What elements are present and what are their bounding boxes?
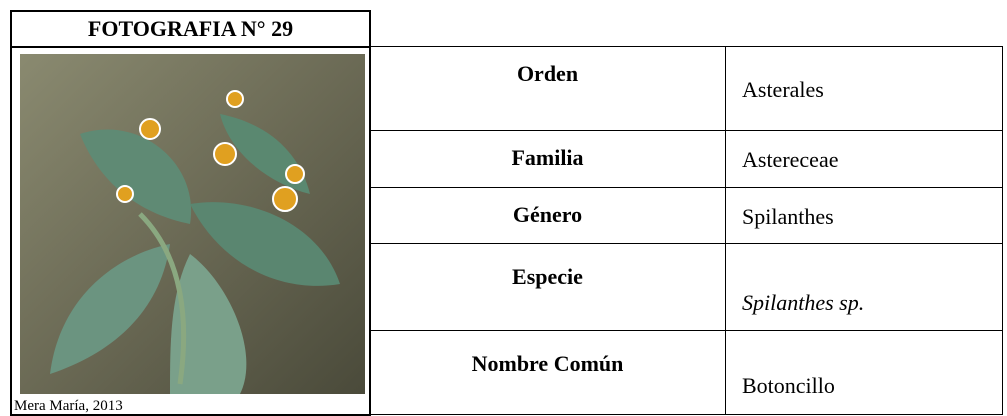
taxonomy-table: Orden Asterales Familia Astereceae Género S… xyxy=(369,46,1003,415)
row-label: Género xyxy=(369,187,726,244)
row: Especie Spilanthes sp. xyxy=(369,243,1003,331)
photo-caption: Mera María, 2013 xyxy=(14,398,123,414)
row-label: Especie xyxy=(369,243,726,331)
row-value: Botoncillo xyxy=(725,330,1003,415)
row-label: Orden xyxy=(369,46,726,131)
row: Orden Asterales xyxy=(369,46,1003,131)
plant-photo xyxy=(20,54,365,394)
row-value: Asterales xyxy=(725,46,1003,131)
row-value: Spilanthes xyxy=(725,187,1003,244)
row-label: Nombre Común xyxy=(369,330,726,415)
row: Nombre Común Botoncillo xyxy=(369,330,1003,415)
photo-frame: Mera María, 2013 xyxy=(10,46,371,416)
row-label: Familia xyxy=(369,130,726,188)
row: Género Spilanthes xyxy=(369,187,1003,244)
row-value: Spilanthes sp. xyxy=(725,243,1003,331)
photo-title: FOTOGRAFIA N° 29 xyxy=(10,10,371,48)
row: Familia Astereceae xyxy=(369,130,1003,188)
row-value: Astereceae xyxy=(725,130,1003,188)
